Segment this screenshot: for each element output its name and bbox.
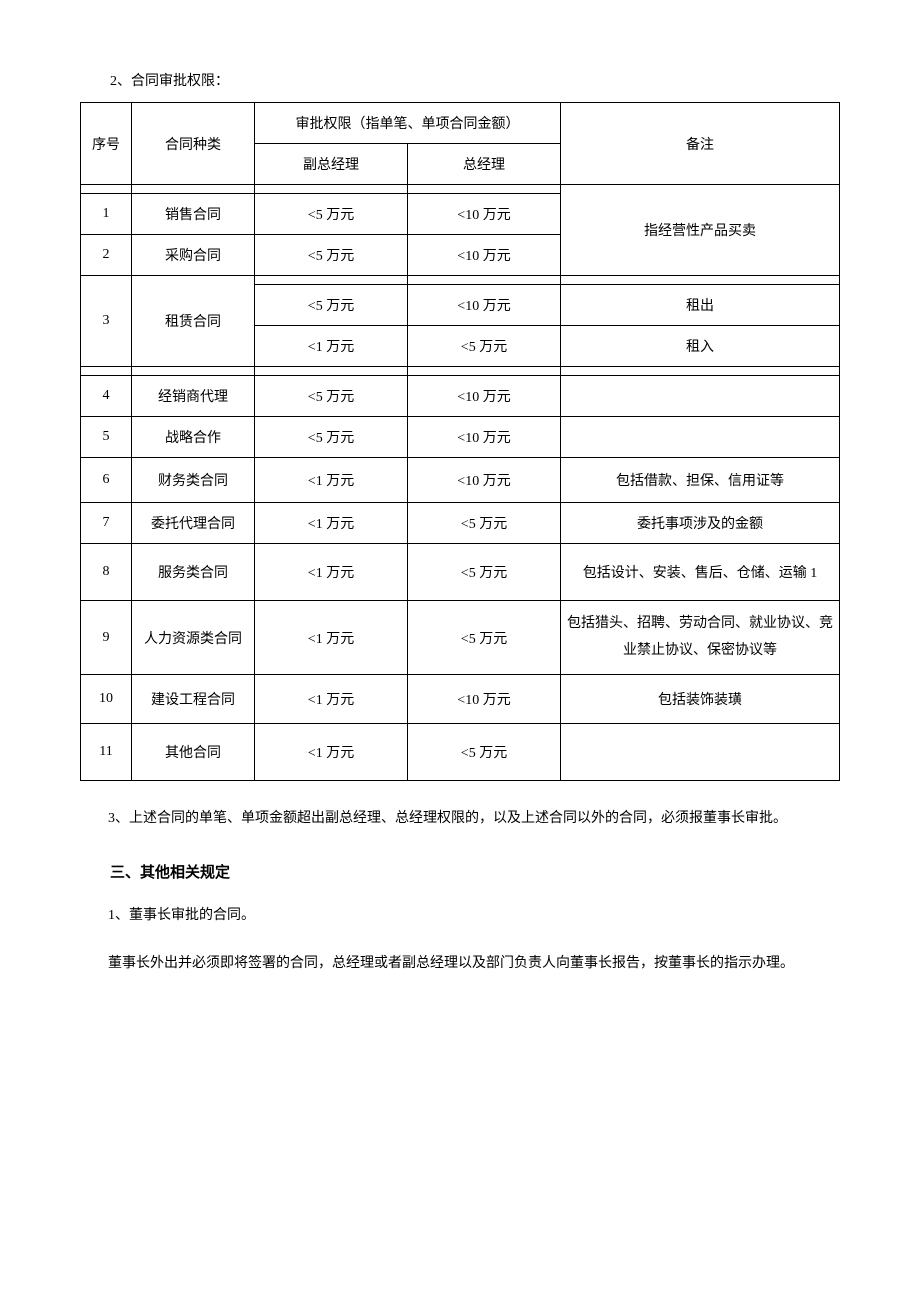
cell-seq: 8 bbox=[81, 544, 132, 601]
cell-type: 人力资源类合同 bbox=[132, 601, 255, 675]
cell-gm: <10 万元 bbox=[408, 458, 561, 503]
cell-remark: 包括设计、安装、售后、仓储、运输 1 bbox=[561, 544, 840, 601]
cell-gm: <5 万元 bbox=[408, 503, 561, 544]
cell-type: 服务类合同 bbox=[132, 544, 255, 601]
cell-type: 其他合同 bbox=[132, 724, 255, 781]
table-row: 7 委托代理合同 <1 万元 <5 万元 委托事项涉及的金额 bbox=[81, 503, 840, 544]
cell-remark: 租出 bbox=[561, 285, 840, 326]
cell-seq: 11 bbox=[81, 724, 132, 781]
cell-remark: 委托事项涉及的金额 bbox=[561, 503, 840, 544]
header-gm: 总经理 bbox=[408, 144, 561, 185]
section-heading-3: 三、其他相关规定 bbox=[80, 861, 840, 882]
cell-seq: 1 bbox=[81, 194, 132, 235]
paragraph-h3-2: 董事长外出并必须即将签署的合同，总经理或者副总经理以及部门负责人向董事长报告，按… bbox=[80, 950, 840, 978]
cell-deputy: <1 万元 bbox=[255, 458, 408, 503]
spacer-row: 指经营性产品买卖 bbox=[81, 185, 840, 194]
paragraph-3: 3、上述合同的单笔、单项金额超出副总经理、总经理权限的，以及上述合同以外的合同，… bbox=[80, 805, 840, 833]
cell-seq: 4 bbox=[81, 376, 132, 417]
cell-deputy: <5 万元 bbox=[255, 194, 408, 235]
cell-deputy: <5 万元 bbox=[255, 417, 408, 458]
group1-remark: 指经营性产品买卖 bbox=[561, 185, 840, 276]
table-row: 5 战略合作 <5 万元 <10 万元 bbox=[81, 417, 840, 458]
cell-deputy: <5 万元 bbox=[255, 376, 408, 417]
cell-type: 销售合同 bbox=[132, 194, 255, 235]
cell-seq: 3 bbox=[81, 276, 132, 367]
cell-gm: <5 万元 bbox=[408, 544, 561, 601]
table-row: 11 其他合同 <1 万元 <5 万元 bbox=[81, 724, 840, 781]
cell-type: 租赁合同 bbox=[132, 276, 255, 367]
cell-gm: <10 万元 bbox=[408, 285, 561, 326]
cell-seq: 5 bbox=[81, 417, 132, 458]
spacer-row: 3 租赁合同 bbox=[81, 276, 840, 285]
cell-deputy: <1 万元 bbox=[255, 326, 408, 367]
table-row: 8 服务类合同 <1 万元 <5 万元 包括设计、安装、售后、仓储、运输 1 bbox=[81, 544, 840, 601]
cell-gm: <5 万元 bbox=[408, 326, 561, 367]
cell-type: 财务类合同 bbox=[132, 458, 255, 503]
spacer-row bbox=[81, 367, 840, 376]
cell-seq: 7 bbox=[81, 503, 132, 544]
cell-gm: <5 万元 bbox=[408, 601, 561, 675]
cell-type: 采购合同 bbox=[132, 235, 255, 276]
cell-remark: 包括猎头、招聘、劳动合同、就业协议、竞业禁止协议、保密协议等 bbox=[561, 601, 840, 675]
cell-deputy: <1 万元 bbox=[255, 503, 408, 544]
cell-deputy: <5 万元 bbox=[255, 285, 408, 326]
intro-text: 2、合同审批权限： bbox=[80, 70, 840, 90]
header-seq: 序号 bbox=[81, 103, 132, 185]
header-type: 合同种类 bbox=[132, 103, 255, 185]
cell-type: 建设工程合同 bbox=[132, 675, 255, 724]
cell-deputy: <1 万元 bbox=[255, 675, 408, 724]
cell-deputy: <1 万元 bbox=[255, 544, 408, 601]
cell-type: 经销商代理 bbox=[132, 376, 255, 417]
cell-seq: 10 bbox=[81, 675, 132, 724]
table-row: 6 财务类合同 <1 万元 <10 万元 包括借款、担保、信用证等 bbox=[81, 458, 840, 503]
approval-authority-table: 序号 合同种类 审批权限（指单笔、单项合同金额） 备注 副总经理 总经理 指经营… bbox=[80, 102, 840, 781]
cell-remark bbox=[561, 376, 840, 417]
cell-gm: <10 万元 bbox=[408, 376, 561, 417]
table-header-row-1: 序号 合同种类 审批权限（指单笔、单项合同金额） 备注 bbox=[81, 103, 840, 144]
cell-gm: <10 万元 bbox=[408, 417, 561, 458]
cell-gm: <10 万元 bbox=[408, 194, 561, 235]
cell-seq: 6 bbox=[81, 458, 132, 503]
cell-type: 战略合作 bbox=[132, 417, 255, 458]
cell-deputy: <1 万元 bbox=[255, 601, 408, 675]
cell-seq: 9 bbox=[81, 601, 132, 675]
cell-type: 委托代理合同 bbox=[132, 503, 255, 544]
cell-remark: 包括装饰装璜 bbox=[561, 675, 840, 724]
cell-gm: <10 万元 bbox=[408, 235, 561, 276]
header-deputy: 副总经理 bbox=[255, 144, 408, 185]
cell-remark: 包括借款、担保、信用证等 bbox=[561, 458, 840, 503]
cell-remark bbox=[561, 724, 840, 781]
table-row: 10 建设工程合同 <1 万元 <10 万元 包括装饰装璜 bbox=[81, 675, 840, 724]
cell-remark bbox=[561, 417, 840, 458]
cell-gm: <10 万元 bbox=[408, 675, 561, 724]
header-remark: 备注 bbox=[561, 103, 840, 185]
paragraph-h3-1: 1、董事长审批的合同。 bbox=[80, 902, 840, 930]
cell-seq: 2 bbox=[81, 235, 132, 276]
cell-gm: <5 万元 bbox=[408, 724, 561, 781]
header-authority: 审批权限（指单笔、单项合同金额） bbox=[255, 103, 561, 144]
cell-deputy: <5 万元 bbox=[255, 235, 408, 276]
cell-remark: 租入 bbox=[561, 326, 840, 367]
cell-deputy: <1 万元 bbox=[255, 724, 408, 781]
table-row: 9 人力资源类合同 <1 万元 <5 万元 包括猎头、招聘、劳动合同、就业协议、… bbox=[81, 601, 840, 675]
table-row: 4 经销商代理 <5 万元 <10 万元 bbox=[81, 376, 840, 417]
